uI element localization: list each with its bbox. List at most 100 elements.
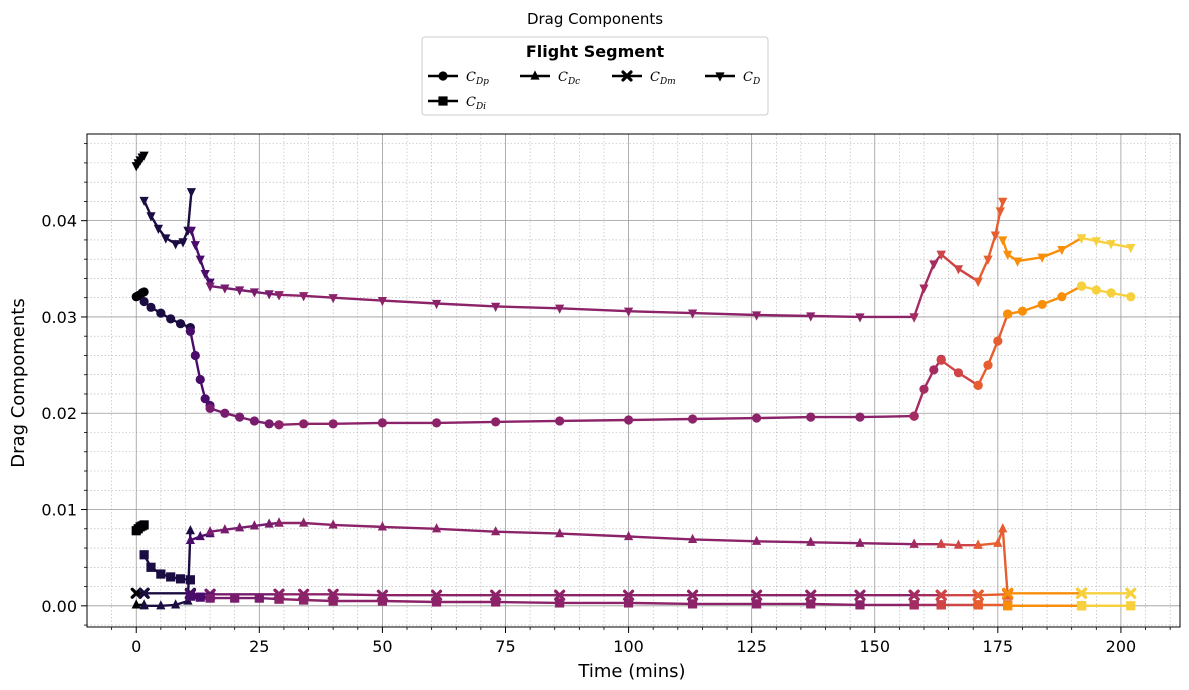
data-point [185, 525, 195, 535]
data-point [195, 592, 205, 602]
data-point [139, 287, 149, 297]
data-point [1003, 601, 1013, 611]
data-point [171, 240, 181, 250]
data-point-stroke [1002, 587, 1014, 599]
data-point-stroke [686, 589, 699, 601]
data-point [972, 589, 984, 601]
data-point [687, 414, 698, 424]
data-point [1126, 601, 1136, 611]
data-point [805, 589, 817, 601]
data-layer [130, 151, 1137, 611]
data-point [185, 591, 195, 601]
data-point [555, 304, 565, 314]
data-point-stroke [972, 589, 984, 601]
data-point [139, 550, 149, 560]
data-point [235, 412, 245, 422]
data-point-stroke [1125, 587, 1137, 599]
data-point [171, 599, 181, 609]
legend-label: CDp [466, 70, 489, 87]
data-point [249, 520, 259, 530]
data-point [983, 360, 993, 370]
data-point-stroke [130, 587, 142, 599]
data-point [190, 350, 200, 361]
series-line-segment [278, 414, 915, 426]
data-point [377, 521, 388, 531]
series-line-segment [279, 593, 915, 597]
data-point [299, 292, 309, 302]
data-point [431, 597, 442, 607]
data-point [146, 562, 156, 572]
data-point [264, 290, 274, 300]
data-point [908, 589, 920, 601]
data-point [919, 384, 929, 394]
data-point [185, 326, 195, 336]
data-point [328, 419, 338, 429]
data-point [935, 589, 947, 601]
series-line-segment [1081, 284, 1132, 298]
grid-layer [87, 134, 1180, 627]
data-point [990, 231, 1000, 241]
data-point [235, 522, 245, 532]
series-line-segment [210, 596, 280, 601]
data-point-stroke [908, 589, 920, 601]
data-point [139, 296, 149, 307]
data-point [156, 308, 166, 318]
data-point [299, 419, 309, 429]
data-point [146, 302, 156, 312]
x-tick-label: 0 [131, 637, 141, 656]
x-tick-label: 175 [983, 637, 1014, 656]
x-tick-label: 50 [372, 637, 392, 656]
data-point [1002, 587, 1014, 599]
data-point [249, 288, 259, 298]
data-point [687, 533, 698, 543]
data-point [139, 600, 149, 610]
data-point [1106, 240, 1116, 250]
legend-label: CDm [650, 70, 676, 87]
legend-marker [530, 70, 540, 80]
data-point [220, 408, 230, 418]
data-point [983, 255, 993, 265]
data-point [205, 526, 215, 536]
data-point [186, 226, 196, 236]
data-point [909, 411, 919, 421]
data-point-stroke [138, 587, 150, 599]
data-point [1106, 288, 1116, 298]
y-tick-label: 0.01 [41, 501, 77, 520]
data-point [623, 598, 634, 608]
data-point [687, 309, 698, 319]
data-point-stroke [554, 589, 566, 601]
series-line-segment [1081, 236, 1132, 249]
data-point [1012, 257, 1023, 267]
legend-label: CDi [466, 95, 486, 112]
data-point [936, 600, 946, 610]
data-point-stroke [805, 589, 817, 601]
data-point [185, 534, 195, 544]
data-point [205, 593, 215, 603]
data-point [806, 312, 816, 322]
data-point [953, 539, 964, 549]
data-point [953, 368, 964, 378]
data-point [249, 416, 259, 426]
series-line-segment [912, 253, 943, 318]
legend-entry-di: CDi [428, 95, 486, 112]
data-point [377, 418, 388, 428]
data-point [264, 518, 274, 528]
y-tick-label: 0.03 [41, 308, 77, 327]
x-tick-label: 100 [613, 637, 644, 656]
data-point [1091, 285, 1101, 295]
data-point [936, 355, 946, 365]
legend-entry-dm: CDm [612, 70, 676, 87]
data-point [156, 600, 166, 610]
data-point [200, 394, 210, 404]
x-tick-label: 125 [736, 637, 767, 656]
data-point [998, 197, 1008, 208]
data-point [806, 536, 816, 546]
data-point [431, 299, 442, 310]
data-point [328, 596, 338, 606]
data-point [953, 265, 964, 275]
series-line-segment [278, 597, 915, 607]
legend-marker-stroke [621, 70, 633, 82]
data-point [431, 418, 442, 428]
data-point [491, 417, 501, 427]
